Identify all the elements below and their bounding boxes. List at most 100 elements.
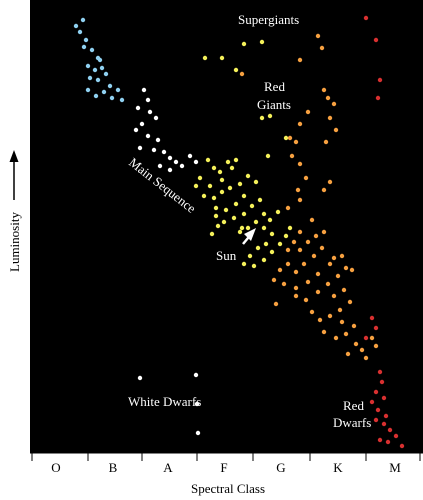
star-dot	[261, 211, 267, 217]
star-dot	[333, 335, 339, 341]
star-dot	[193, 183, 199, 189]
star-dot	[85, 63, 91, 69]
star-dot	[213, 213, 219, 219]
star-dot	[261, 257, 267, 263]
star-dot	[109, 95, 115, 101]
star-dot	[297, 121, 303, 127]
star-dot	[385, 439, 391, 445]
star-dot	[393, 433, 399, 439]
star-dot	[241, 261, 247, 267]
star-dot	[363, 335, 369, 341]
spectral-class-b: B	[109, 460, 118, 475]
star-dot	[283, 233, 289, 239]
star-dot	[347, 299, 353, 305]
star-dot	[161, 149, 167, 155]
star-dot	[335, 273, 341, 279]
spectral-class-f: F	[220, 460, 227, 475]
star-dot	[97, 57, 103, 63]
supergiants-label: Supergiants	[238, 12, 299, 27]
star-dot	[233, 201, 239, 207]
star-dot	[381, 421, 387, 427]
star-dot	[363, 355, 369, 361]
star-dot	[291, 239, 297, 245]
star-dot	[377, 369, 383, 375]
star-dot	[333, 127, 339, 133]
star-dot	[269, 231, 275, 237]
star-dot	[331, 255, 337, 261]
star-dot	[375, 407, 381, 413]
star-dot	[325, 95, 331, 101]
star-dot	[321, 329, 327, 335]
star-dot	[281, 281, 287, 287]
star-dot	[223, 207, 229, 213]
sun-arrow	[242, 228, 256, 245]
star-dot	[137, 375, 143, 381]
luminosity-arrow	[9, 150, 19, 200]
star-dot	[369, 399, 375, 405]
star-dot	[251, 263, 257, 269]
star-dot	[211, 195, 217, 201]
star-dot	[73, 23, 79, 29]
star-dot	[259, 115, 265, 121]
star-dot	[95, 77, 101, 83]
star-dot	[309, 217, 315, 223]
star-dot	[103, 71, 109, 77]
star-dot	[157, 163, 163, 169]
star-dot	[87, 75, 93, 81]
spectral-class-m: M	[389, 460, 401, 475]
star-dot	[267, 113, 273, 119]
star-dot	[311, 253, 317, 259]
star-dot	[319, 245, 325, 251]
star-dot	[305, 109, 311, 115]
star-dot	[247, 253, 253, 259]
star-dot	[233, 157, 239, 163]
star-dot	[145, 97, 151, 103]
star-dot	[321, 87, 327, 93]
star-dot	[85, 87, 91, 93]
star-dot	[305, 279, 311, 285]
star-dot	[201, 193, 207, 199]
star-dot	[173, 159, 179, 165]
star-dot	[273, 301, 279, 307]
star-dot	[269, 249, 275, 255]
star-dot	[277, 241, 283, 247]
star-dot	[229, 165, 235, 171]
star-dot	[202, 55, 208, 61]
star-dot	[369, 335, 375, 341]
star-dot	[383, 413, 389, 419]
star-dot	[141, 87, 147, 93]
star-dot	[285, 247, 291, 253]
star-dot	[187, 153, 193, 159]
star-dot	[227, 185, 233, 191]
star-dot	[327, 115, 333, 121]
star-dot	[194, 401, 200, 407]
star-dot	[331, 101, 337, 107]
star-dot	[297, 247, 303, 253]
star-dot	[351, 323, 357, 329]
star-dot	[377, 77, 383, 83]
star-dot	[241, 41, 247, 47]
star-dot	[133, 127, 139, 133]
star-dot	[363, 15, 369, 21]
star-dot	[239, 225, 245, 231]
star-dot	[331, 293, 337, 299]
star-dot	[253, 179, 259, 185]
star-dot	[145, 133, 151, 139]
spectral-class-g: G	[276, 460, 285, 475]
star-dot	[213, 205, 219, 211]
y-axis-title: Luminosity	[7, 212, 22, 272]
star-dot	[179, 163, 185, 169]
star-dot	[241, 211, 247, 217]
star-dot	[297, 229, 303, 235]
sun-label: Sun	[216, 248, 237, 263]
star-dot	[387, 427, 393, 433]
star-dot	[337, 307, 343, 313]
star-dot	[80, 17, 86, 23]
star-dot	[137, 145, 143, 151]
star-dot	[167, 155, 173, 161]
star-dot	[277, 267, 283, 273]
star-dot	[225, 159, 231, 165]
star-dot	[217, 169, 223, 175]
star-dot	[313, 233, 319, 239]
